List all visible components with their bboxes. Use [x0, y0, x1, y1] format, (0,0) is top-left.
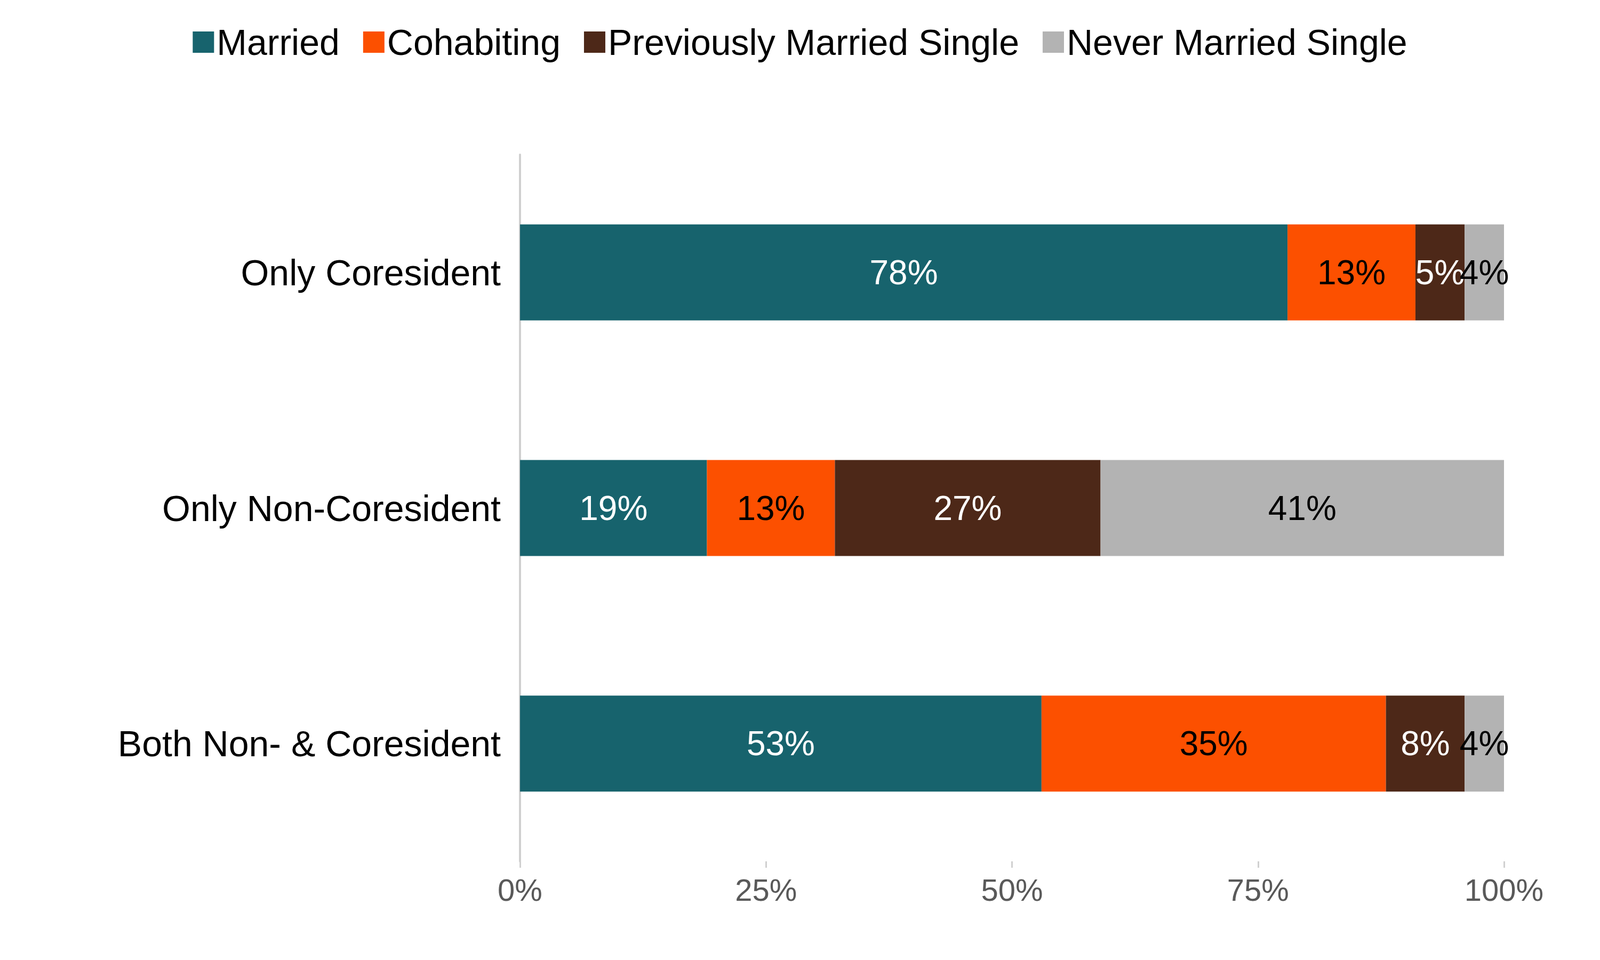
svg-text:25%: 25%	[734, 872, 797, 908]
svg-text:35%: 35%	[1179, 724, 1248, 763]
svg-text:4%: 4%	[1459, 253, 1510, 292]
svg-text:78%: 78%	[869, 253, 939, 292]
svg-text:Both Non- & Coresident: Both Non- & Coresident	[117, 723, 501, 764]
svg-text:Cohabiting: Cohabiting	[387, 21, 561, 63]
svg-text:Married: Married	[216, 21, 340, 63]
svg-text:50%: 50%	[980, 872, 1043, 908]
svg-text:100%: 100%	[1464, 872, 1544, 908]
svg-text:0%: 0%	[497, 872, 543, 908]
svg-text:27%: 27%	[933, 489, 1002, 528]
svg-text:53%: 53%	[746, 724, 815, 763]
svg-text:8%: 8%	[1400, 724, 1451, 763]
svg-text:Only Coresident: Only Coresident	[240, 252, 501, 293]
svg-text:75%: 75%	[1227, 872, 1290, 908]
svg-text:4%: 4%	[1459, 724, 1510, 763]
svg-text:13%: 13%	[736, 489, 805, 528]
svg-text:Only Non-Coresident: Only Non-Coresident	[162, 488, 501, 529]
svg-text:41%: 41%	[1268, 489, 1337, 528]
svg-text:13%: 13%	[1317, 253, 1386, 292]
svg-text:Previously Married Single: Previously Married Single	[608, 21, 1020, 63]
svg-text:Never Married Single: Never Married Single	[1066, 21, 1408, 63]
svg-text:5%: 5%	[1415, 253, 1466, 292]
svg-text:19%: 19%	[579, 489, 648, 528]
